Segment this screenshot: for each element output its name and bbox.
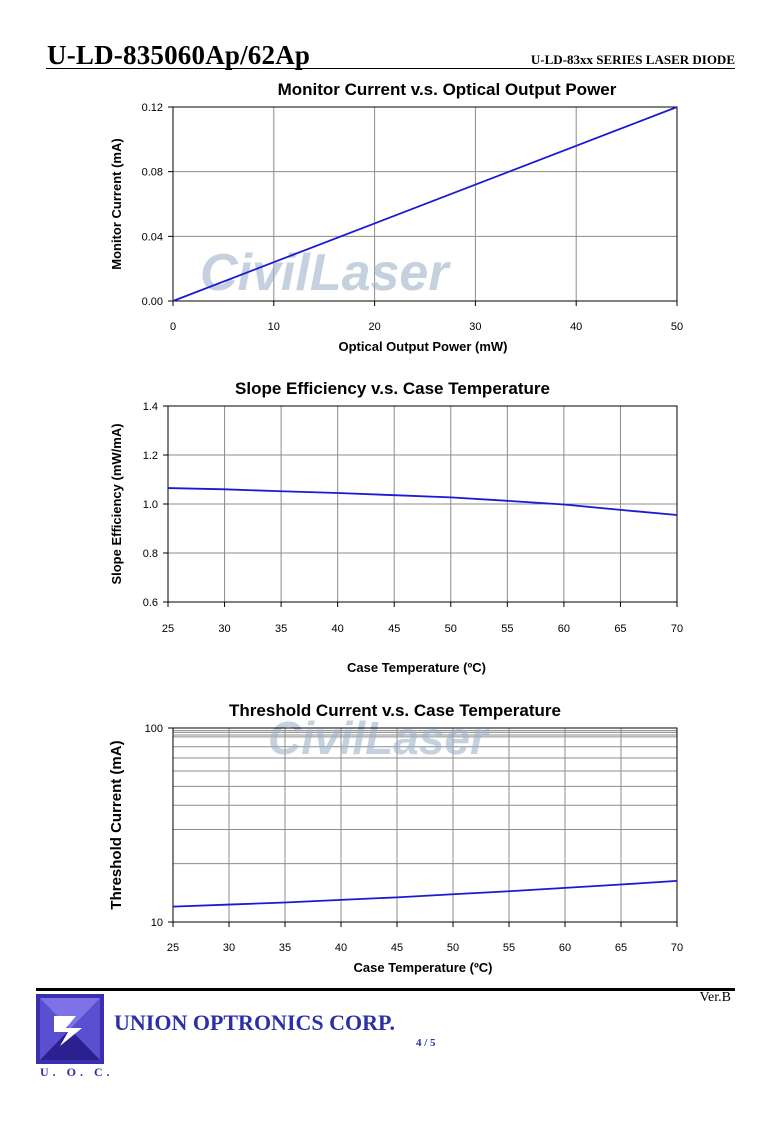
x-tick-label: 40 [332,623,344,635]
data-series-line [167,487,678,516]
x-tick-label: 70 [671,623,683,635]
footer-divider [36,988,735,991]
chart-title: Monitor Current v.s. Optical Output Powe… [278,80,617,99]
threshold-current-chart: CivilLaser 25 30 35 40 45 50 55 60 65 70 10 100 Thres… [108,701,683,975]
x-tick-label: 40 [570,321,582,333]
x-tick-label: 50 [447,942,459,954]
plot-area-frame [172,106,678,302]
y-tick-label: 100 [145,723,163,735]
watermark-text: CivilLaser [200,244,451,302]
x-tick-label: 50 [671,321,683,333]
plot-area-frame [172,727,678,923]
version-label: Ver.B [699,990,732,1005]
slope-efficiency-chart: 25 30 35 40 45 50 55 60 65 70 0.6 0.8 1.0 1.2 1.4 Slope… [109,379,683,675]
y-tick-label: 1.4 [143,401,158,413]
chart-title: Threshold Current v.s. Case Temperature [229,701,561,720]
uoc-logo-icon [36,994,104,1064]
x-tick-label: 65 [614,623,626,635]
y-tick-label: 10 [151,917,163,929]
x-tick-label: 30 [469,321,481,333]
y-tick-label: 0.6 [143,597,158,609]
x-tick-label: 20 [368,321,380,333]
x-tick-label: 45 [388,623,400,635]
y-axis-label: Monitor Current (mA) [109,138,124,269]
y-tick-label: 0.8 [143,548,158,560]
x-tick-label: 0 [170,321,176,333]
x-tick-label: 30 [223,942,235,954]
header-divider [46,68,735,69]
chart-title: Slope Efficiency v.s. Case Temperature [235,379,550,398]
x-tick-label: 50 [445,623,457,635]
company-name: UNION OPTRONICS CORP. [114,1010,395,1035]
x-tick-label: 35 [279,942,291,954]
y-axis-label: Threshold Current (mA) [108,740,125,909]
watermark-text: CivilLaser [268,712,490,764]
logo-caption: U. O. C. [40,1065,114,1079]
y-tick-label: 0.12 [142,102,163,114]
x-axis-label: Case Temperature (ºC) [354,960,493,975]
x-axis-label: Optical Output Power (mW) [339,339,508,354]
x-tick-label: 60 [559,942,571,954]
x-tick-label: 45 [391,942,403,954]
y-tick-label: 0.00 [142,296,163,308]
y-tick-label: 0.08 [142,167,163,179]
x-tick-label: 65 [615,942,627,954]
x-tick-label: 25 [162,623,174,635]
monitor-current-chart: CivilLaser 0 10 20 30 40 50 0.00 0.04 0.08 0.12 Mon… [109,80,683,354]
series-name: U-LD-83xx SERIES LASER DIODE [530,52,735,67]
x-tick-label: 60 [558,623,570,635]
y-tick-label: 1.0 [143,499,158,511]
x-tick-label: 35 [275,623,287,635]
x-tick-label: 40 [335,942,347,954]
y-axis-label: Slope Efficiency (mW/mA) [109,423,124,584]
x-tick-label: 55 [501,623,513,635]
data-series-line [172,106,678,302]
x-tick-label: 70 [671,942,683,954]
x-tick-label: 25 [167,942,179,954]
document-title: U-LD-835060Ap/62Ap [47,40,311,70]
x-tick-label: 55 [503,942,515,954]
y-tick-label: 1.2 [143,450,158,462]
x-tick-label: 30 [218,623,230,635]
data-series-line [172,879,678,908]
y-tick-label: 0.04 [142,231,163,243]
page-number: 4 / 5 [416,1037,436,1049]
x-tick-label: 10 [268,321,280,333]
x-axis-label: Case Temperature (ºC) [347,660,486,675]
